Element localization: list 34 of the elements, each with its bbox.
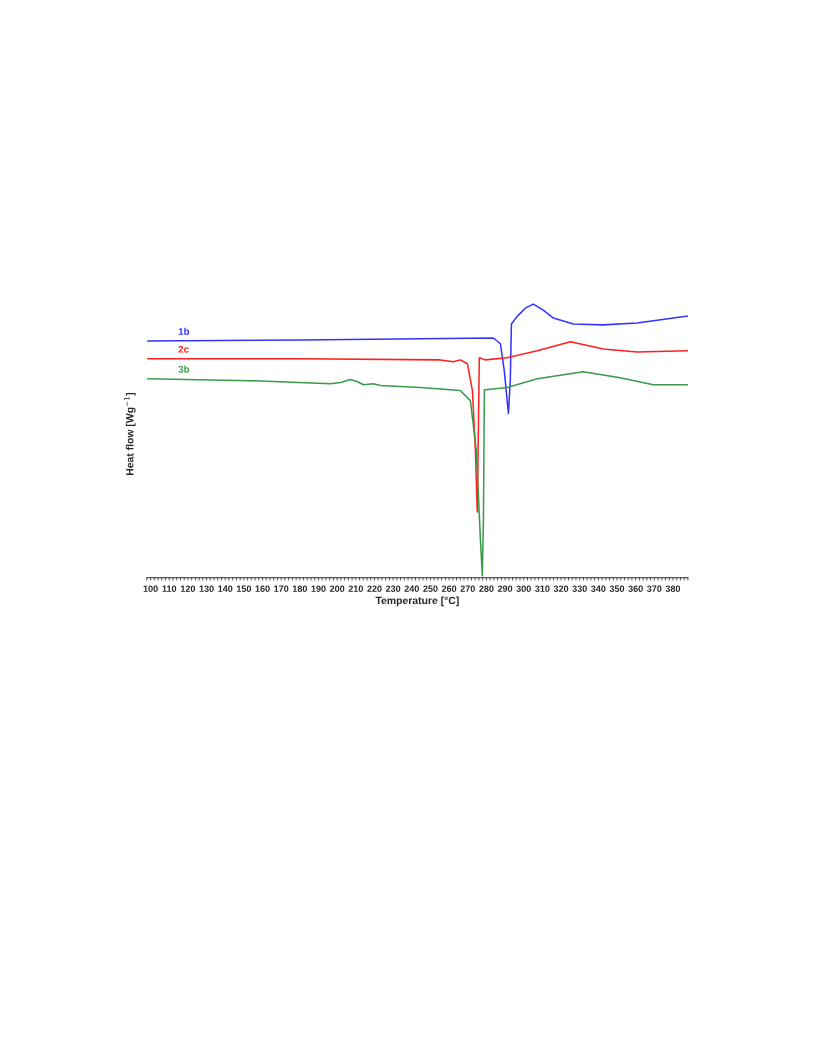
series-label: 2c: [178, 345, 189, 353]
x-tick-label: 110: [162, 585, 177, 592]
x-tick-label: 210: [348, 585, 363, 592]
x-tick-label: 220: [367, 585, 382, 592]
x-tick-label: 330: [572, 585, 587, 592]
x-tick-label: 270: [460, 585, 475, 592]
x-tick-label: 290: [497, 585, 513, 592]
x-tick-label: 100: [143, 585, 158, 592]
x-tick-label: 350: [609, 585, 625, 592]
x-tick-label: 320: [553, 585, 569, 592]
x-tick-label: 140: [218, 585, 233, 592]
x-tick-label: 190: [311, 585, 326, 592]
x-tick-label: 160: [255, 585, 270, 592]
x-tick-label: 300: [516, 585, 531, 592]
x-tick-label: 120: [180, 585, 196, 592]
x-tick-label: 240: [404, 585, 419, 592]
x-tick-label: 130: [199, 585, 214, 592]
x-tick-label: 230: [385, 585, 401, 592]
x-tick-label: 260: [441, 585, 457, 592]
x-tick-label: 180: [292, 585, 308, 592]
series-label: 1b: [178, 327, 190, 335]
x-tick-label: 150: [236, 585, 252, 592]
x-tick-label: 340: [591, 585, 606, 592]
x-tick-label: 360: [628, 585, 643, 592]
series-label: 3b: [178, 365, 190, 373]
x-tick-label: 250: [423, 585, 438, 592]
x-axis-title: Temperature [°C]: [375, 596, 459, 607]
x-tick-label: 280: [479, 585, 494, 592]
y-axis-title: Heat flow [Wg$^{−1}$]: [124, 392, 136, 476]
x-tick-label: 380: [665, 585, 681, 592]
x-tick-label: 370: [646, 585, 662, 592]
x-tick-label: 170: [274, 585, 289, 592]
x-tick-label: 200: [329, 585, 345, 592]
x-tick-label: 310: [535, 585, 550, 592]
